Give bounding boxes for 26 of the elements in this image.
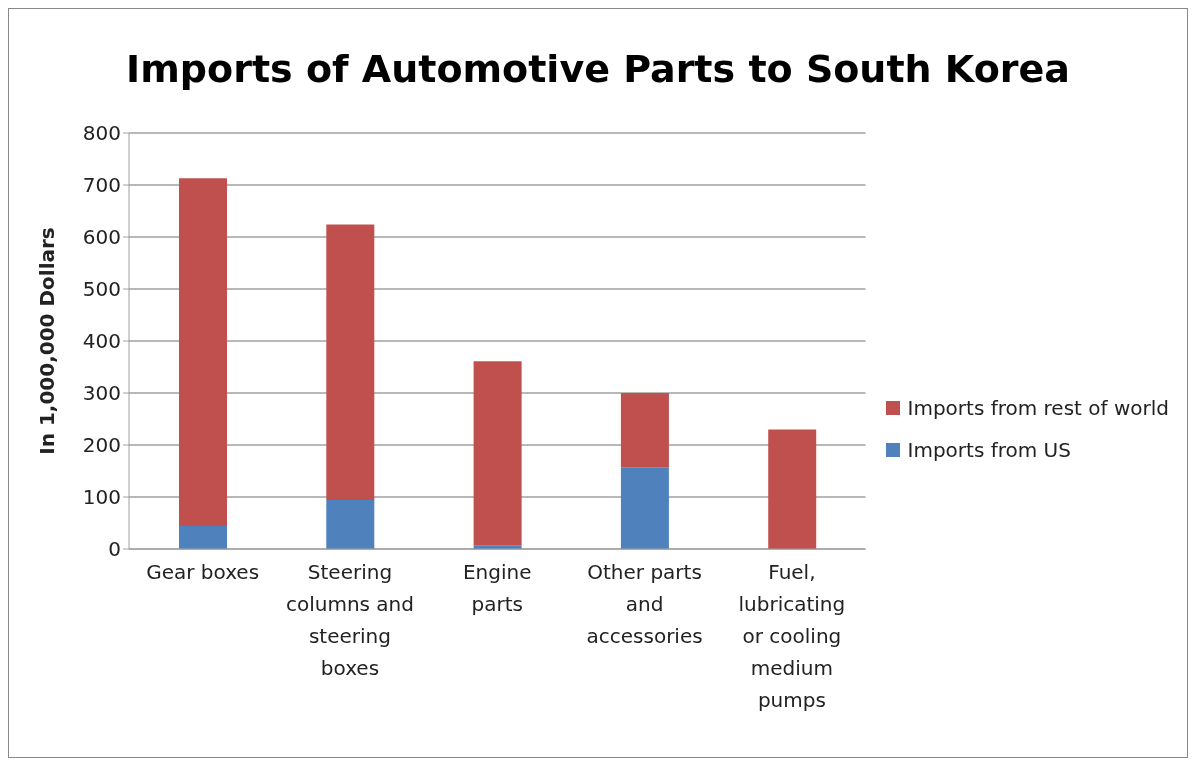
x-tick-label: Gear boxes (146, 560, 260, 584)
y-tick-label: 500 (82, 277, 121, 302)
bar (620, 393, 669, 468)
chart-title: Imports of Automotive Parts to South Korea (125, 46, 1071, 93)
bar (620, 467, 669, 549)
y-tick-label: 700 (82, 173, 121, 198)
y-tick-label: 300 (82, 381, 121, 406)
legend-label: Imports from US (907, 438, 1071, 462)
legend-label: Imports from rest of world (907, 396, 1169, 420)
x-tick-label: Engine parts (462, 560, 532, 616)
y-tick-label: 600 (82, 225, 121, 250)
x-tick-label: Fuel, lubricating or cooling medium pumps (738, 560, 846, 712)
bar (179, 178, 227, 527)
x-tick-label: Steering columns and steering boxes (285, 560, 414, 680)
y-tick-label: 800 (82, 121, 121, 146)
bar (326, 224, 375, 501)
y-axis-title: In 1,000,000 Dollars (35, 227, 60, 455)
y-tick-label: 200 (82, 433, 121, 458)
y-tick-label: 400 (82, 329, 121, 354)
y-tick-label: 100 (82, 485, 121, 510)
bar (768, 429, 817, 549)
y-tick-label: 0 (108, 537, 121, 562)
bar (179, 526, 227, 549)
bar (473, 361, 522, 546)
x-tick-label: Other parts and accessories (586, 560, 703, 648)
bar (326, 500, 375, 549)
